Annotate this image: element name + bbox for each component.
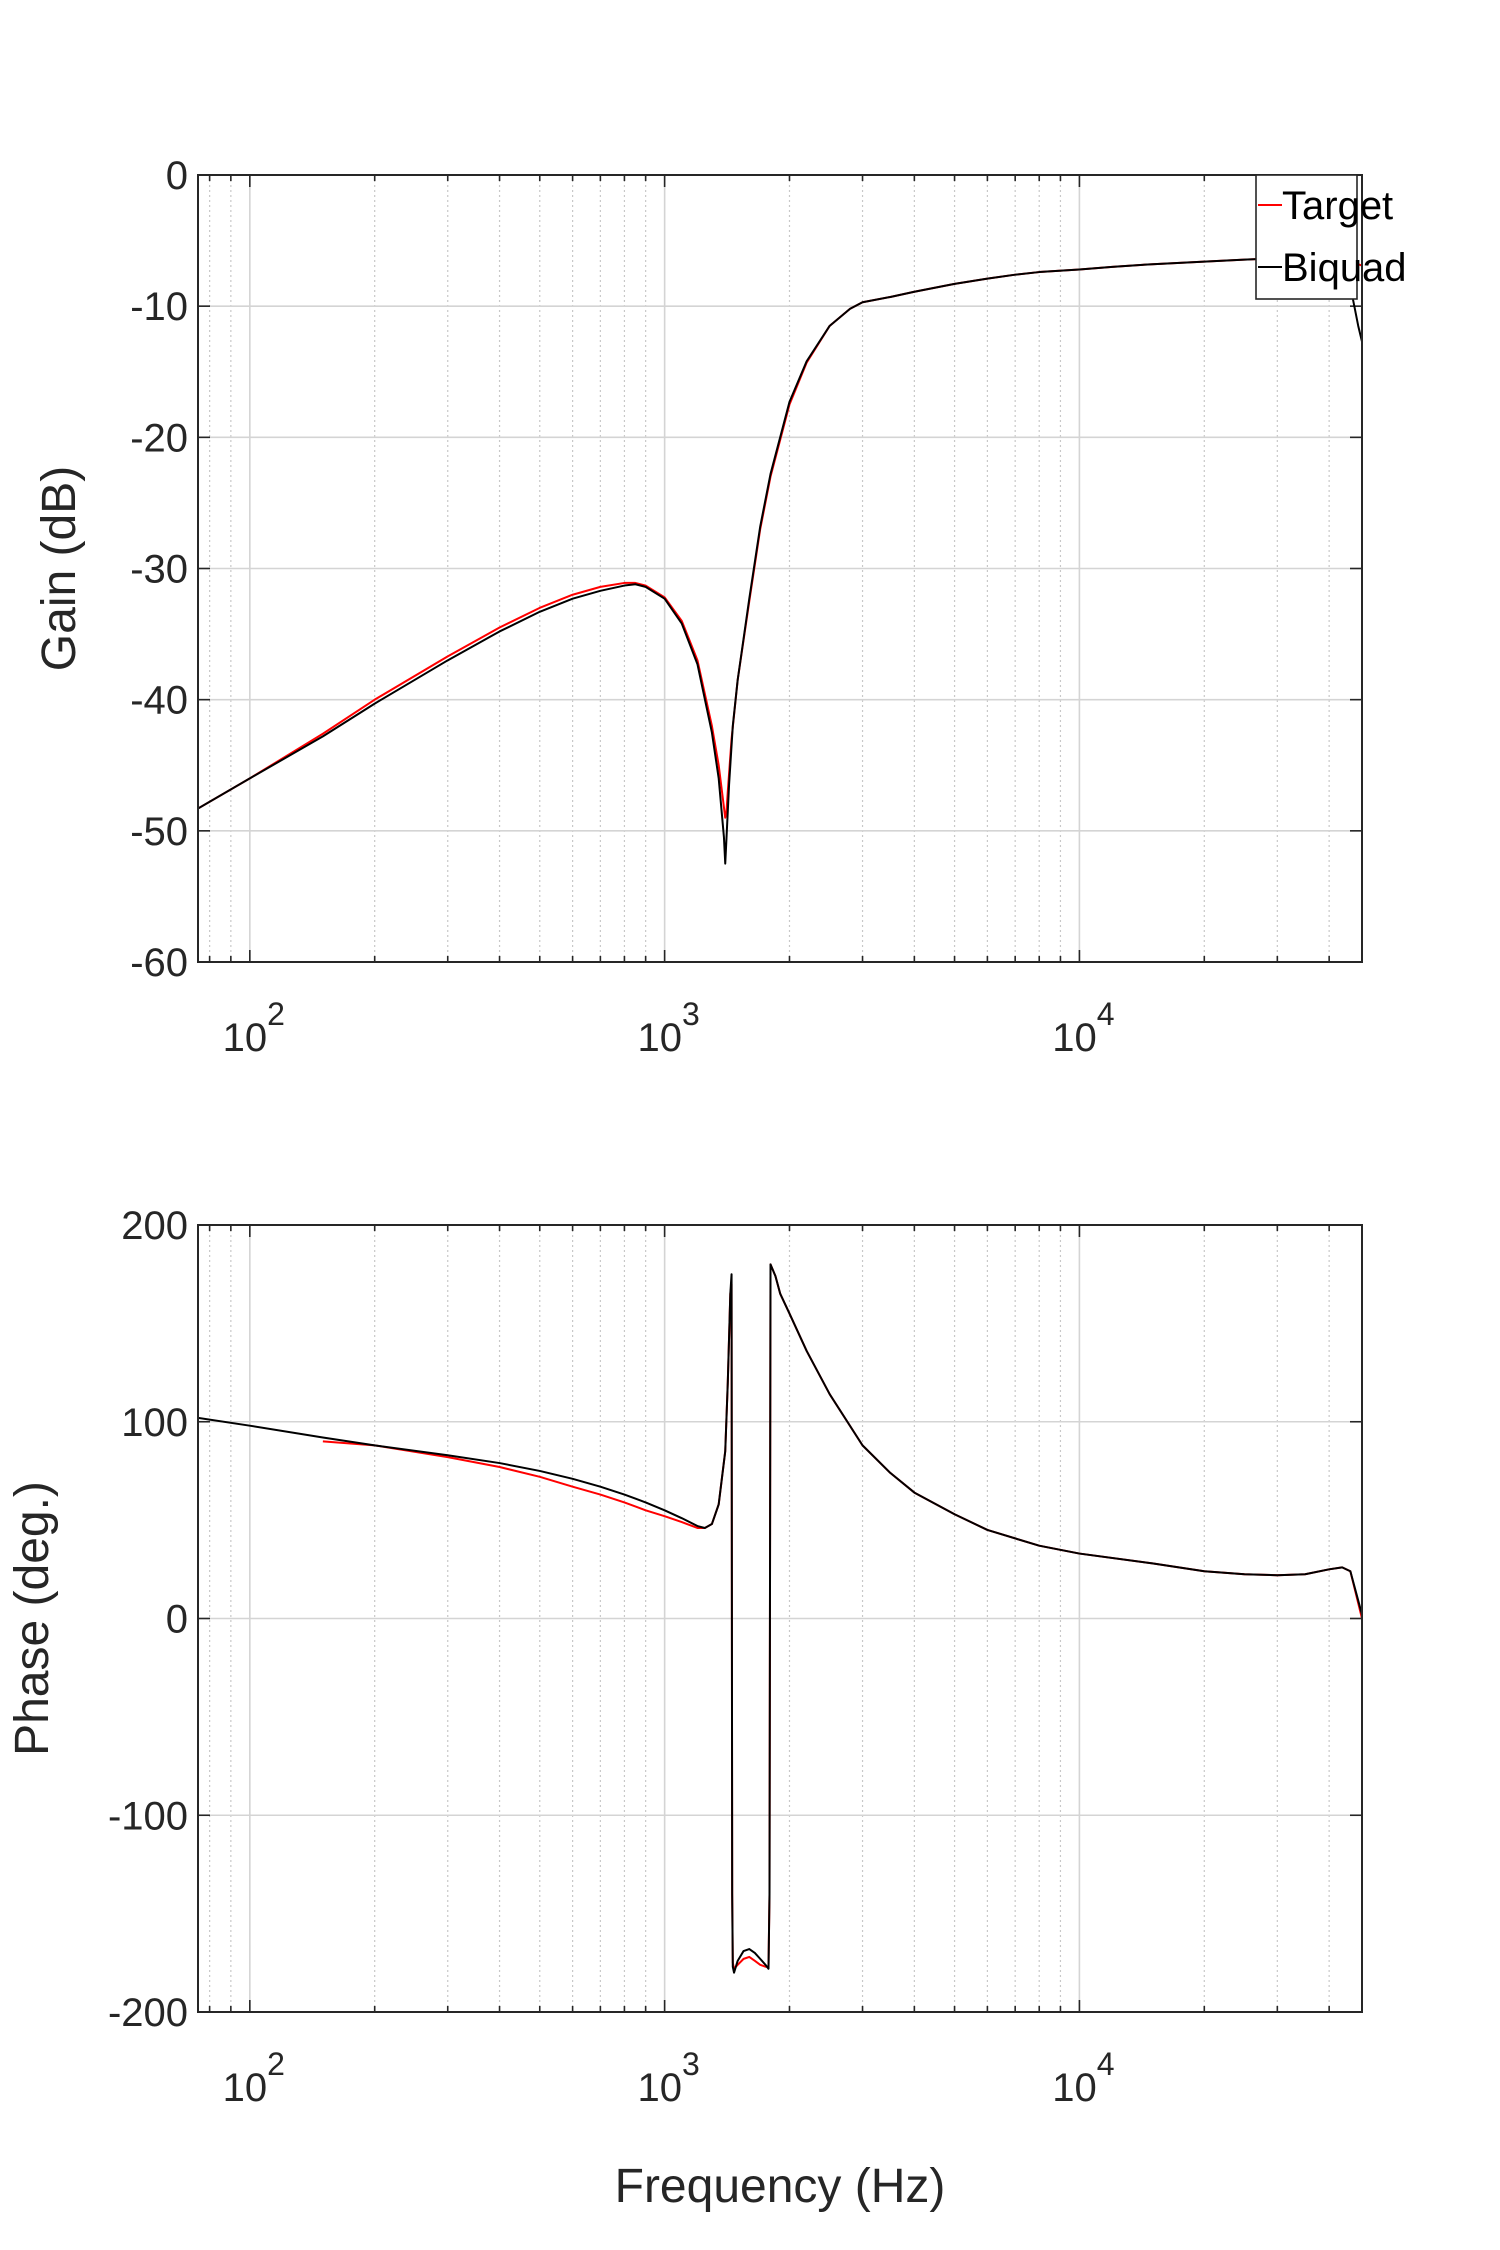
phase-y-axis-label: Phase (deg.) [6,1481,59,1756]
legend-box [1255,174,1358,300]
legend-label-biquad: Biquad [1282,246,1407,290]
phase-y-tick-label: -200 [108,1991,188,2035]
gain-y-tick-label: -60 [130,941,188,985]
phase-x-tick-label: 104 [1052,2046,1114,2110]
legend-label-target: Target [1282,184,1393,228]
phase-y-tick-label: -100 [108,1794,188,1838]
phase-biquad-line [198,1263,1362,1974]
phase-x-tick-label: 103 [637,2046,699,2110]
phase-axes-box [197,1224,1363,2013]
gain-y-tick-label: -50 [130,810,188,854]
phase-y-tick-label: 0 [166,1598,188,1642]
gain-x-tick-label: 104 [1052,996,1114,1060]
gain-x-tick-label: 103 [637,996,699,1060]
gain-x-tick-label: 102 [223,996,285,1060]
phase-axes: 200 100 0 -100 -200 102 103 104 Phase (deg.) Freq… [6,1204,1363,2213]
gain-axes: 0 -10 -20 -30 -40 -50 -60 102 103 104 Gain (dB) Tar… [33,154,1407,1060]
phase-series-group [198,1263,1362,1974]
gain-y-tick-label: 0 [166,154,188,198]
gain-y-tick-label: -10 [130,285,188,329]
phase-x-tick-label: 102 [223,2046,285,2110]
gain-series-group [198,256,1362,865]
gain-axes-box [197,174,1363,963]
gain-biquad-line [198,256,1362,865]
phase-y-tick-label: 200 [121,1204,188,1248]
gain-y-tick-label: -40 [130,679,188,723]
phase-x-axis-label: Frequency (Hz) [615,2160,946,2213]
gain-y-tick-label: -20 [130,416,188,460]
gain-legend: Target Biquad [1255,174,1407,300]
gain-y-tick-label: -30 [130,548,188,592]
phase-y-tick-label: 100 [121,1401,188,1445]
gain-y-axis-label: Gain (dB) [33,466,86,671]
